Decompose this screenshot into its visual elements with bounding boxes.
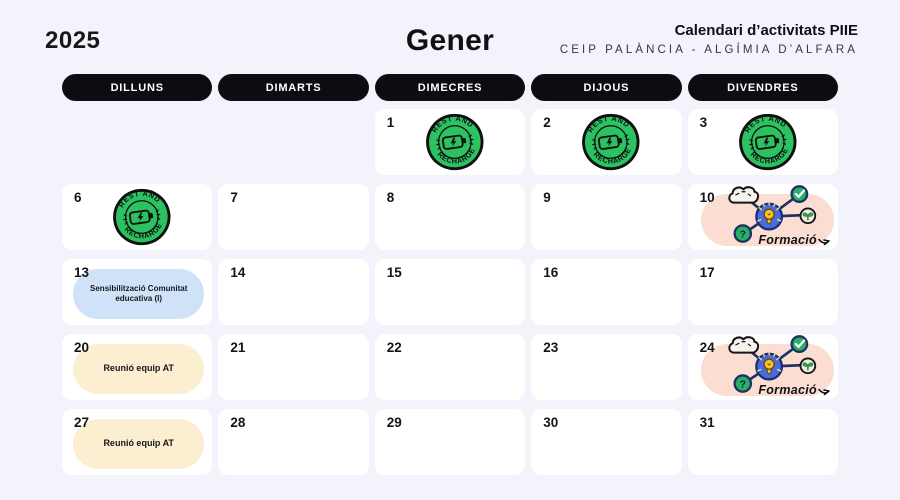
day-number: 15 [386, 265, 402, 280]
rest-and-recharge-badge-graphic: REST AND RECHARGE [738, 111, 797, 171]
day-number: 29 [386, 415, 402, 430]
day-cell-23: 23 [531, 334, 682, 400]
day-cell-17: 17 [687, 259, 838, 325]
day-number: 8 [386, 190, 395, 205]
day-cell-6: 6 REST AND RECHARGE [62, 184, 213, 250]
day-number: 21 [230, 340, 246, 355]
day-cell-16: 16 [531, 259, 682, 325]
svg-text:?: ? [739, 379, 745, 390]
formacio-illustration: ? [716, 334, 830, 396]
formacio-mindmap-illustration: ? [727, 185, 816, 243]
day-number: 23 [543, 340, 559, 355]
day-number: 17 [699, 265, 715, 280]
svg-text:?: ? [739, 229, 745, 240]
question-icon: ? [733, 374, 752, 393]
day-number: 10 [699, 190, 715, 205]
doodle-arrow-icon [818, 388, 830, 396]
check-icon [790, 185, 808, 203]
day-cell-10: 10 ? [687, 184, 838, 250]
day-number: 13 [74, 265, 90, 280]
lightbulb-icon [754, 201, 783, 231]
cloud-icon [727, 336, 759, 354]
weekday-pill-dilluns: DILLUNS [62, 74, 213, 101]
day-number: 20 [74, 340, 90, 355]
day-cell-27: 27 Reunió equip AT [62, 409, 213, 475]
sprout-icon [799, 207, 816, 225]
day-number: 28 [230, 415, 246, 430]
day-number: 16 [543, 265, 559, 280]
rest-and-recharge-badge-graphic: REST AND RECHARGE [426, 111, 484, 171]
rest-and-recharge-badge: REST AND RECHARGE [577, 109, 644, 175]
day-cell-13: 13 Sensibilització Comunitat educativa (I… [62, 259, 213, 325]
day-number: 14 [230, 265, 246, 280]
day-number: 9 [543, 190, 551, 205]
day-cell-24: 24 ? [687, 334, 838, 400]
rest-and-recharge-badge-graphic: REST AND RECHARGE [113, 186, 171, 246]
day-number: 6 [74, 190, 82, 205]
formacio-mindmap-illustration: ? [727, 335, 816, 393]
calendar: DILLUNS DIMARTS DIMECRES DIJOUS DIVENDRES 1 … [62, 74, 838, 475]
cloud-icon [727, 186, 759, 204]
day-cell-2: 2 REST AND RECHARGE [531, 109, 682, 175]
lightbulb-icon [754, 351, 783, 381]
year-label: 2025 [45, 27, 101, 54]
event-pill: Reunió equip AT [73, 344, 205, 394]
day-number: 1 [386, 115, 395, 130]
day-cell-9: 9 [531, 184, 682, 250]
day-cell-1: 1 REST AND RECHARGE [374, 109, 526, 175]
day-number: 27 [74, 415, 90, 430]
sprout-icon [799, 357, 816, 375]
formacio-illustration: ? [716, 184, 830, 246]
day-cell-21: 21 [218, 334, 369, 400]
weekday-header-row: DILLUNS DIMARTS DIMECRES DIJOUS DIVENDRES [62, 74, 838, 101]
event-pill: Sensibilització Comunitat educativa (I) [73, 269, 205, 319]
rest-and-recharge-badge: REST AND RECHARGE [108, 184, 175, 250]
day-cell-30: 30 [531, 409, 682, 475]
day-cell-29: 29 [374, 409, 526, 475]
empty-cell [218, 109, 368, 175]
header-right: Calendari d’activitats PIIE CEIP PALÀNCI… [560, 22, 858, 56]
calendar-subtitle: CEIP PALÀNCIA - ALGÍMIA D’ALFARA [559, 44, 858, 56]
calendar-title: Calendari d’activitats PIIE [674, 22, 858, 39]
day-cell-14: 14 [218, 259, 369, 325]
day-number: 31 [699, 415, 715, 430]
rest-and-recharge-badge-graphic: REST AND RECHARGE [582, 111, 640, 171]
day-number: 30 [543, 415, 559, 430]
day-cell-3: 3 REST AND RECHARGE [687, 109, 838, 175]
formacio-label: Formació [758, 383, 830, 397]
calendar-grid: 1 REST AND RECHARGE 2 REST AND RECHARGE [62, 109, 838, 475]
day-number: 7 [230, 190, 238, 205]
day-cell-8: 8 [374, 184, 526, 250]
empty-cell [62, 109, 212, 175]
day-cell-31: 31 [687, 409, 838, 475]
day-number: 22 [386, 340, 402, 355]
check-icon [790, 335, 808, 353]
question-icon: ? [733, 224, 752, 243]
day-number: 2 [543, 115, 551, 130]
day-cell-15: 15 [374, 259, 526, 325]
weekday-pill-dimecres: DIMECRES [374, 74, 526, 101]
weekday-pill-divendres: DIVENDRES [687, 74, 838, 101]
rest-and-recharge-badge: REST AND RECHARGE [734, 109, 801, 175]
weekday-pill-dijous: DIJOUS [531, 74, 682, 101]
day-number: 3 [699, 115, 708, 130]
weekday-pill-dimarts: DIMARTS [218, 74, 369, 101]
day-number: 24 [699, 340, 715, 355]
formacio-label: Formació [758, 233, 830, 247]
day-cell-22: 22 [374, 334, 526, 400]
rest-and-recharge-badge: REST AND RECHARGE [421, 109, 488, 175]
day-cell-20: 20 Reunió equip AT [62, 334, 213, 400]
month-title: Gener [405, 24, 495, 57]
day-cell-7: 7 [218, 184, 369, 250]
doodle-arrow-icon [818, 238, 830, 246]
day-cell-28: 28 [218, 409, 369, 475]
event-pill: Reunió equip AT [73, 419, 205, 469]
